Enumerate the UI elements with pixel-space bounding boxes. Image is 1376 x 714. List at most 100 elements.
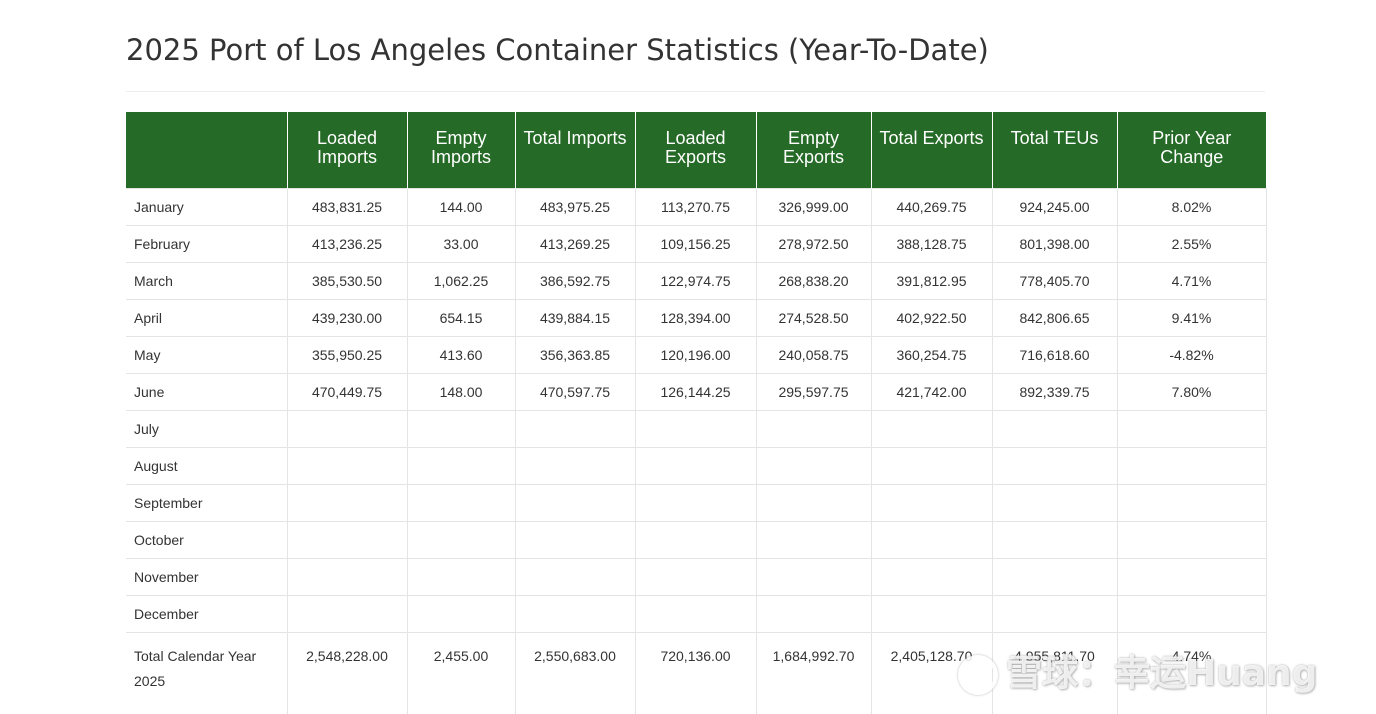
table-cell bbox=[1116, 558, 1267, 596]
table-cell: 356,363.85 bbox=[514, 336, 635, 374]
table-cell bbox=[406, 595, 515, 633]
table-cell bbox=[634, 484, 756, 522]
table-cell: 470,597.75 bbox=[514, 373, 635, 411]
table-cell bbox=[634, 521, 756, 559]
table-cell: 4.71% bbox=[1116, 262, 1267, 300]
table-cell: 268,838.20 bbox=[755, 262, 871, 300]
column-header: Total Imports bbox=[514, 112, 635, 189]
total-cell: 2,455.00 bbox=[406, 632, 515, 714]
column-header: Loaded Exports bbox=[634, 112, 756, 189]
table-cell: 924,245.00 bbox=[991, 188, 1117, 226]
total-cell: 4.74% bbox=[1116, 632, 1267, 714]
table-cell bbox=[286, 447, 407, 485]
table-row: June 470,449.75 148.00 470,597.75 126,144.25… bbox=[126, 373, 1267, 411]
table-cell bbox=[406, 484, 515, 522]
table-cell: 33.00 bbox=[406, 225, 515, 263]
table-cell: 360,254.75 bbox=[870, 336, 992, 374]
table-cell: 386,592.75 bbox=[514, 262, 635, 300]
total-cell: 4,955,811.70 bbox=[991, 632, 1117, 714]
table-cell: 413,236.25 bbox=[286, 225, 407, 263]
month-label: April bbox=[126, 299, 287, 337]
table-cell bbox=[514, 595, 635, 633]
table-cell bbox=[634, 447, 756, 485]
month-label: November bbox=[126, 558, 287, 596]
table-cell: 326,999.00 bbox=[755, 188, 871, 226]
table-cell bbox=[634, 595, 756, 633]
table-row: October bbox=[126, 521, 1267, 559]
table-cell: 421,742.00 bbox=[870, 373, 992, 411]
table-row: November bbox=[126, 558, 1267, 596]
table-cell bbox=[755, 484, 871, 522]
table-cell bbox=[991, 410, 1117, 448]
table-cell bbox=[870, 521, 992, 559]
table-cell bbox=[870, 447, 992, 485]
table-cell: 413.60 bbox=[406, 336, 515, 374]
table-cell: 8.02% bbox=[1116, 188, 1267, 226]
table-cell bbox=[870, 595, 992, 633]
table-cell bbox=[1116, 595, 1267, 633]
table-cell bbox=[1116, 484, 1267, 522]
table-cell bbox=[870, 558, 992, 596]
table-body: January 483,831.25 144.00 483,975.25 113,270… bbox=[126, 188, 1267, 714]
month-label: January bbox=[126, 188, 287, 226]
month-label: July bbox=[126, 410, 287, 448]
table-row: January 483,831.25 144.00 483,975.25 113,270… bbox=[126, 188, 1267, 226]
table-cell bbox=[286, 558, 407, 596]
table-cell: 654.15 bbox=[406, 299, 515, 337]
table-cell bbox=[991, 595, 1117, 633]
column-header: Total TEUs bbox=[991, 112, 1117, 189]
column-header: Prior Year Change bbox=[1116, 112, 1266, 189]
table-cell: 385,530.50 bbox=[286, 262, 407, 300]
table-cell: 439,884.15 bbox=[514, 299, 635, 337]
table-cell bbox=[514, 558, 635, 596]
total-cell: 720,136.00 bbox=[634, 632, 756, 714]
table-cell: 120,196.00 bbox=[634, 336, 756, 374]
table-cell: 109,156.25 bbox=[634, 225, 756, 263]
table-cell bbox=[406, 521, 515, 559]
column-header: Empty Imports bbox=[406, 112, 515, 189]
table-cell: 470,449.75 bbox=[286, 373, 407, 411]
column-header: Total Exports bbox=[870, 112, 992, 189]
table-cell bbox=[991, 447, 1117, 485]
table-cell: -4.82% bbox=[1116, 336, 1267, 374]
table-cell bbox=[286, 521, 407, 559]
table-cell bbox=[991, 521, 1117, 559]
table-cell bbox=[406, 410, 515, 448]
table-cell bbox=[755, 558, 871, 596]
table-cell bbox=[991, 484, 1117, 522]
total-label: Total Calendar Year 2025 bbox=[126, 632, 287, 714]
header-cell-blank bbox=[126, 112, 287, 189]
table-cell: 274,528.50 bbox=[755, 299, 871, 337]
table-cell: 716,618.60 bbox=[991, 336, 1117, 374]
table-row: February 413,236.25 33.00 413,269.25 109,156… bbox=[126, 225, 1267, 263]
table-cell: 483,831.25 bbox=[286, 188, 407, 226]
table-cell: 7.80% bbox=[1116, 373, 1267, 411]
total-cell: 2,405,128.70 bbox=[870, 632, 992, 714]
table-cell: 278,972.50 bbox=[755, 225, 871, 263]
table-cell: 240,058.75 bbox=[755, 336, 871, 374]
table-cell: 801,398.00 bbox=[991, 225, 1117, 263]
table-cell bbox=[514, 521, 635, 559]
container-stats-table: Loaded Imports Empty Imports Total Imports… bbox=[126, 112, 1267, 714]
title-divider bbox=[126, 91, 1265, 92]
table-cell: 483,975.25 bbox=[514, 188, 635, 226]
table-cell bbox=[1116, 410, 1267, 448]
table-cell bbox=[514, 484, 635, 522]
table-cell: 842,806.65 bbox=[991, 299, 1117, 337]
table-cell bbox=[755, 447, 871, 485]
month-label: March bbox=[126, 262, 287, 300]
table-row: August bbox=[126, 447, 1267, 485]
month-label: September bbox=[126, 484, 287, 522]
table-cell: 295,597.75 bbox=[755, 373, 871, 411]
table-cell bbox=[1116, 447, 1267, 485]
table-cell: 1,062.25 bbox=[406, 262, 515, 300]
table-cell: 778,405.70 bbox=[991, 262, 1117, 300]
table-cell: 128,394.00 bbox=[634, 299, 756, 337]
table-cell: 440,269.75 bbox=[870, 188, 992, 226]
table-row: September bbox=[126, 484, 1267, 522]
table-cell bbox=[755, 521, 871, 559]
column-header: Empty Exports bbox=[755, 112, 871, 189]
table-cell bbox=[286, 595, 407, 633]
table-cell bbox=[991, 558, 1117, 596]
table-row: April 439,230.00 654.15 439,884.15 128,394.0… bbox=[126, 299, 1267, 337]
